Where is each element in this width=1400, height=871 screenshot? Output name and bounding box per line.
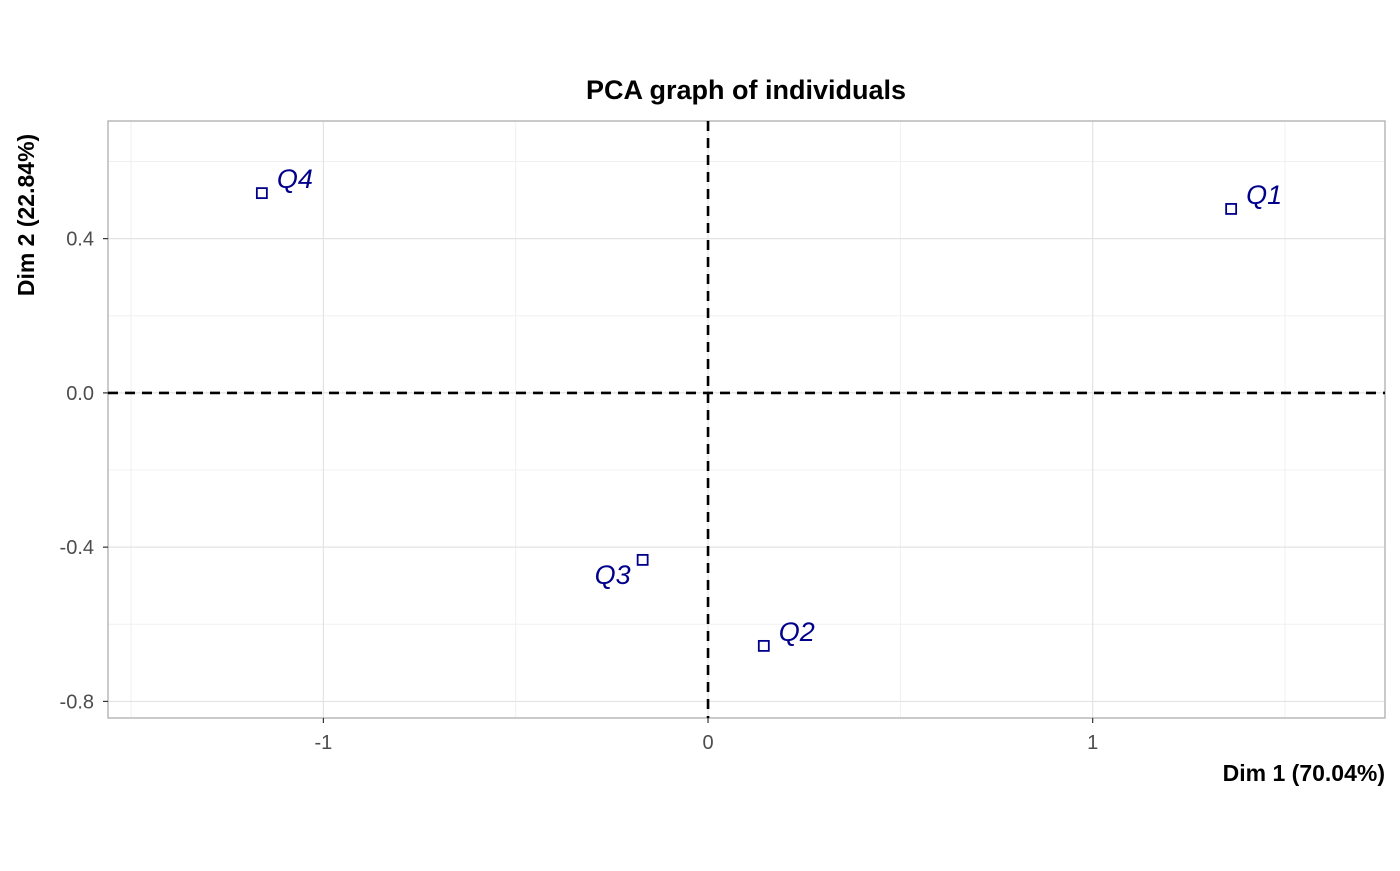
x-tick-label: 0: [702, 732, 713, 754]
y-tick-label: -0.8: [60, 691, 94, 713]
data-point-q2: [757, 639, 770, 652]
x-axis-title: Dim 1 (70.04%): [1223, 760, 1385, 786]
y-tick-label: 0.4: [66, 229, 94, 251]
data-point-q3: [636, 553, 649, 566]
data-point-q1: [1225, 203, 1238, 215]
x-tick-label: -1: [314, 732, 332, 754]
chart-title: PCA graph of individuals: [586, 75, 906, 105]
y-axis-title: Dim 2 (22.84%): [13, 134, 39, 296]
data-points: Q1 Q2 Q3 Q4: [255, 164, 1282, 652]
data-point-q4: [255, 187, 268, 200]
y-tick-label: -0.4: [60, 537, 94, 559]
x-axis-ticks: -1 0 1: [314, 718, 1098, 754]
x-tick-label: 1: [1087, 732, 1098, 754]
data-label-q3: Q3: [595, 560, 631, 590]
reference-lines: [108, 121, 1385, 718]
data-label-q1: Q1: [1246, 180, 1282, 210]
data-label-q4: Q4: [277, 164, 313, 194]
data-label-q2: Q2: [779, 617, 815, 647]
major-gridlines: [108, 121, 1385, 718]
minor-gridlines: [108, 121, 1385, 718]
plot-panel-border: [107, 120, 1386, 719]
y-tick-label: 0.0: [66, 383, 94, 405]
y-axis-ticks: 0.4 0.0 -0.4 -0.8: [60, 229, 108, 713]
